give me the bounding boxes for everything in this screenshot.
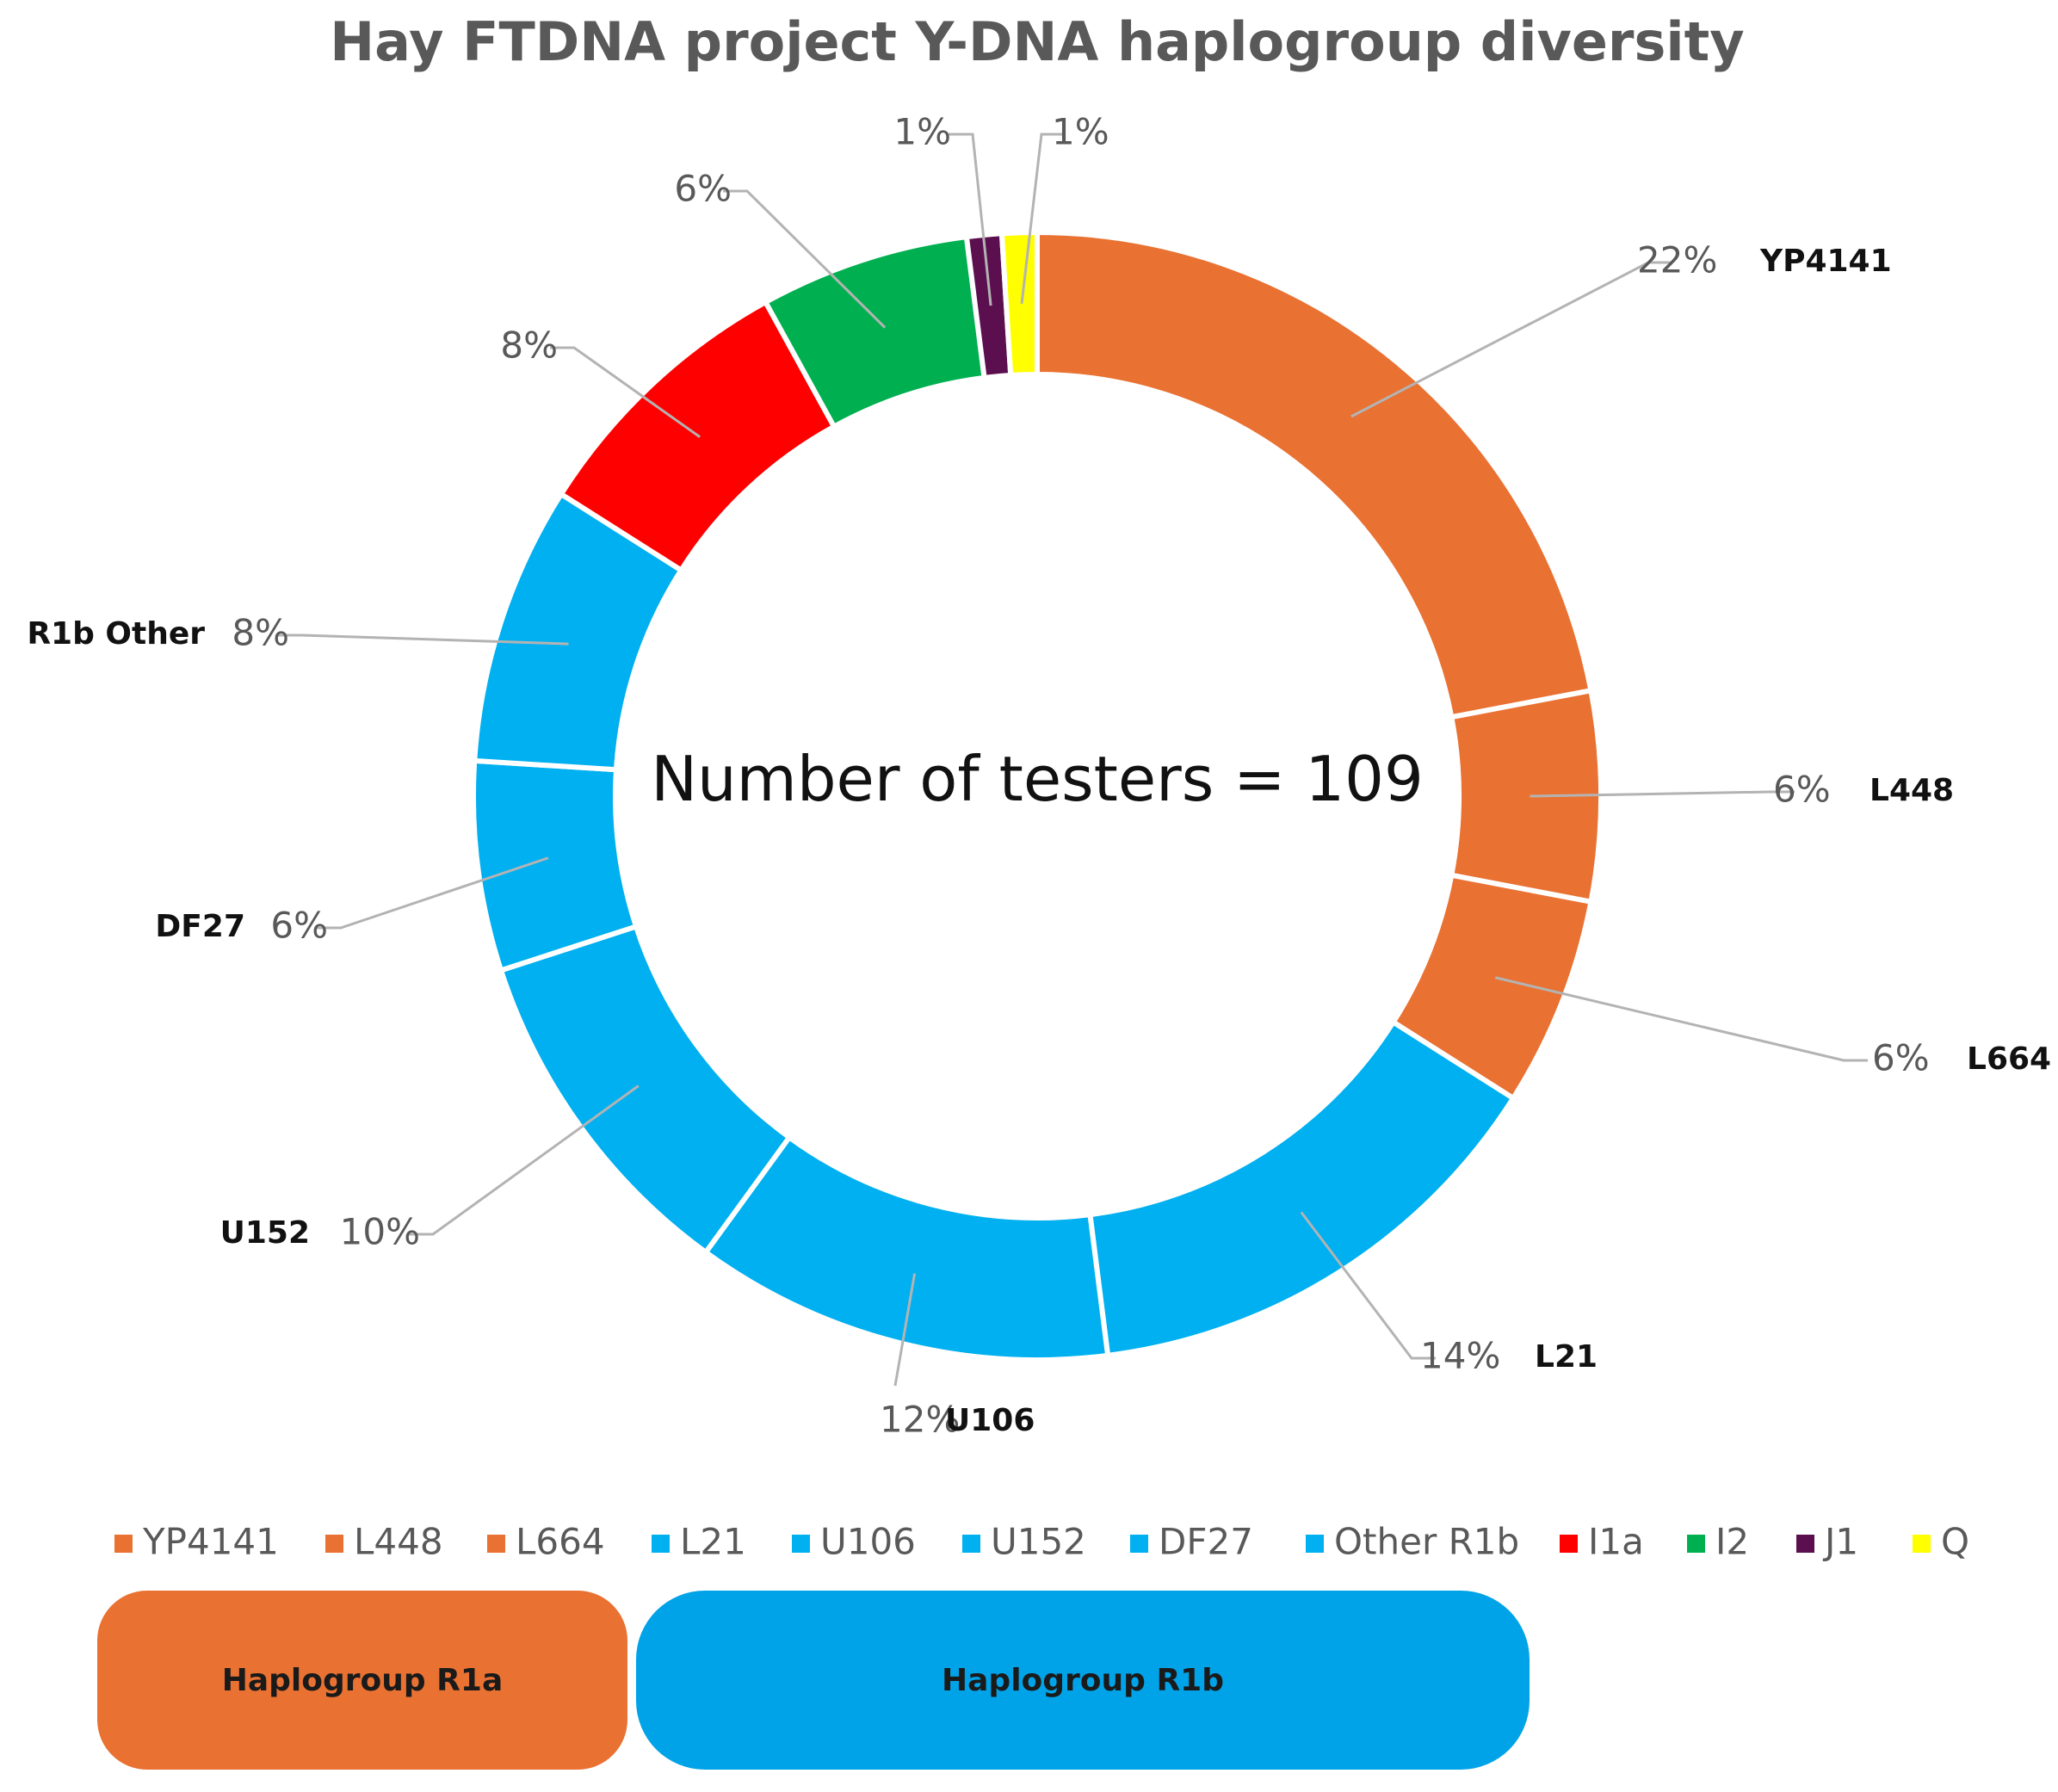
leader-lines — [277, 133, 1868, 1387]
category-label-u106: U106 — [945, 1403, 1035, 1438]
category-label-l21: L21 — [1535, 1339, 1598, 1375]
haplogroup-r1a-label: Haplogroup R1a — [221, 1662, 504, 1698]
legend-label-j1: J1 — [1822, 1521, 1858, 1563]
category-label-yp4141: YP4141 — [1759, 244, 1892, 279]
slice-q — [998, 229, 1040, 379]
category-label-u152: U152 — [220, 1215, 310, 1251]
legend-item-q[interactable]: Q — [1913, 1521, 1969, 1563]
category-label-df27: DF27 — [155, 909, 245, 944]
legend-item-yp4141[interactable]: YP4141 — [114, 1521, 279, 1563]
data-label-j1: 1% — [893, 111, 951, 153]
legend-swatch-j1 — [1796, 1535, 1814, 1553]
data-labels: 22% YP4141 6% L448 6% L664 14% L21 12%U106 10% U15… — [27, 111, 2051, 1441]
leader-line-i1a — [550, 346, 701, 438]
leader-line-l664 — [1494, 976, 1868, 1062]
leader-line-u106 — [893, 1273, 917, 1387]
legend-swatch-q — [1913, 1535, 1931, 1553]
legend-item-j1[interactable]: J1 — [1796, 1521, 1858, 1563]
legend-label-l448: L448 — [354, 1521, 443, 1563]
legend-item-l21[interactable]: L21 — [652, 1521, 746, 1563]
legend-swatch-u106 — [792, 1535, 810, 1553]
leader-line-df27 — [317, 856, 549, 930]
slice-l21 — [1087, 1018, 1517, 1359]
legend-label-i2: I2 — [1715, 1521, 1749, 1563]
haplogroup-r1b-label: Haplogroup R1b — [942, 1662, 1224, 1698]
legend-label-u106: U106 — [820, 1521, 916, 1563]
leader-line-l21 — [1300, 1211, 1436, 1360]
legend-swatch-u152 — [962, 1535, 980, 1553]
data-label-u106: 12% — [880, 1399, 960, 1441]
data-label-l21: 14% — [1420, 1335, 1500, 1377]
legend-label-l664: L664 — [516, 1521, 605, 1563]
leader-line-other-r1b — [277, 633, 569, 646]
data-label-other-r1b: 8% — [232, 612, 289, 654]
legend-item-u106[interactable]: U106 — [792, 1521, 916, 1563]
legend-label-df27: DF27 — [1159, 1521, 1253, 1563]
data-label-l448: 6% — [1773, 769, 1831, 811]
legend-label-other-r1b: Other R1b — [1334, 1521, 1519, 1563]
legend-swatch-i1a — [1560, 1535, 1578, 1553]
legend-label-yp4141: YP4141 — [142, 1521, 279, 1563]
haplogroup-r1b-box: Haplogroup R1b — [636, 1591, 1530, 1770]
legend-item-i1a[interactable]: I1a — [1560, 1521, 1644, 1563]
legend-label-q: Q — [1941, 1521, 1969, 1563]
legend-swatch-l664 — [487, 1535, 505, 1553]
slice-yp4141 — [1035, 229, 1594, 720]
legend[interactable]: YP4141 L448 L664 L21 U106 U152 DF27 Other R1b I1… — [114, 1521, 1969, 1563]
data-label-yp4141: 22% — [1637, 239, 1717, 281]
chart-title: Hay FTDNA project Y-DNA haplogroup diver… — [330, 10, 1744, 73]
leader-line-u152 — [409, 1084, 640, 1236]
legend-swatch-l448 — [325, 1535, 343, 1553]
category-label-r1b-other: R1b Other — [27, 616, 205, 652]
legend-item-df27[interactable]: DF27 — [1130, 1521, 1253, 1563]
donut-slices — [470, 229, 1604, 1363]
leader-line-j1 — [949, 133, 992, 306]
legend-item-l664[interactable]: L664 — [487, 1521, 605, 1563]
data-label-u152: 10% — [340, 1211, 420, 1253]
legend-item-u152[interactable]: U152 — [962, 1521, 1086, 1563]
legend-item-l448[interactable]: L448 — [325, 1521, 443, 1563]
legend-label-i1a: I1a — [1588, 1521, 1644, 1563]
data-label-l664: 6% — [1872, 1037, 1930, 1079]
legend-swatch-other-r1b — [1306, 1535, 1324, 1553]
legend-label-u152: U152 — [991, 1521, 1086, 1563]
legend-label-l21: L21 — [680, 1521, 746, 1563]
legend-swatch-i2 — [1687, 1535, 1705, 1553]
leader-line-l448 — [1530, 790, 1795, 798]
leader-line-i2 — [723, 189, 887, 329]
leader-line-yp4141 — [1350, 261, 1672, 418]
legend-item-i2[interactable]: I2 — [1687, 1521, 1749, 1563]
haplogroup-r1a-box: Haplogroup R1a — [97, 1591, 627, 1770]
leader-line-q — [1020, 133, 1066, 304]
category-label-l664: L664 — [1967, 1041, 2051, 1077]
center-label: Number of testers = 109 — [651, 743, 1424, 815]
legend-swatch-yp4141 — [114, 1535, 133, 1553]
legend-swatch-l21 — [652, 1535, 670, 1553]
legend-swatch-df27 — [1130, 1535, 1148, 1553]
data-label-i2: 6% — [674, 168, 732, 210]
data-label-i1a: 8% — [500, 324, 558, 367]
legend-item-other-r1b[interactable]: Other R1b — [1306, 1521, 1519, 1563]
data-label-df27: 6% — [270, 905, 328, 947]
category-label-l448: L448 — [1870, 773, 1954, 808]
data-label-q: 1% — [1052, 111, 1109, 153]
